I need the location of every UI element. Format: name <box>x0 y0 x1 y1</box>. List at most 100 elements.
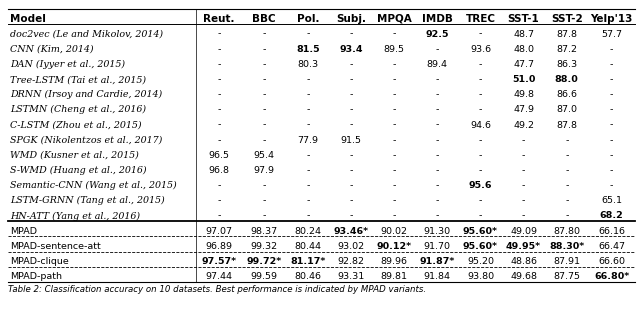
Text: 48.0: 48.0 <box>513 45 534 54</box>
Text: -: - <box>565 181 568 190</box>
Text: -: - <box>436 151 439 160</box>
Text: 99.72*: 99.72* <box>246 257 282 266</box>
Text: SST-2: SST-2 <box>551 14 582 24</box>
Text: 89.5: 89.5 <box>384 45 404 54</box>
Text: 93.6: 93.6 <box>470 45 491 54</box>
Text: -: - <box>392 181 396 190</box>
Text: 96.8: 96.8 <box>209 166 230 175</box>
Text: -: - <box>565 136 568 145</box>
Text: -: - <box>349 151 353 160</box>
Text: -: - <box>217 60 221 69</box>
Text: -: - <box>479 60 482 69</box>
Text: 97.07: 97.07 <box>205 227 232 236</box>
Text: 92.82: 92.82 <box>337 257 365 266</box>
Text: -: - <box>436 90 439 99</box>
Text: MPQA: MPQA <box>377 14 412 24</box>
Text: 96.89: 96.89 <box>205 242 232 251</box>
Text: 88.30*: 88.30* <box>549 242 584 251</box>
Text: 68.2: 68.2 <box>600 211 623 220</box>
Text: -: - <box>349 105 353 114</box>
Text: 87.0: 87.0 <box>556 105 577 114</box>
Text: MPAD-path: MPAD-path <box>10 272 62 281</box>
Text: -: - <box>349 166 353 175</box>
Text: 95.20: 95.20 <box>467 257 494 266</box>
Text: -: - <box>217 105 221 114</box>
Text: 86.6: 86.6 <box>556 90 577 99</box>
Text: HN-ATT (Yang et al., 2016): HN-ATT (Yang et al., 2016) <box>10 211 140 220</box>
Text: -: - <box>436 196 439 205</box>
Text: -: - <box>217 196 221 205</box>
Text: -: - <box>610 136 613 145</box>
Text: -: - <box>307 121 310 129</box>
Text: Subj.: Subj. <box>336 14 366 24</box>
Text: -: - <box>436 45 439 54</box>
Text: 90.02: 90.02 <box>381 227 408 236</box>
Text: 48.86: 48.86 <box>510 257 537 266</box>
Text: -: - <box>565 211 568 220</box>
Text: -: - <box>479 30 482 39</box>
Text: 80.3: 80.3 <box>298 60 319 69</box>
Text: -: - <box>610 105 613 114</box>
Text: 49.2: 49.2 <box>513 121 534 129</box>
Text: -: - <box>522 196 525 205</box>
Text: 93.80: 93.80 <box>467 272 494 281</box>
Text: C-LSTM (Zhou et al., 2015): C-LSTM (Zhou et al., 2015) <box>10 121 142 129</box>
Text: Tree-LSTM (Tai et al., 2015): Tree-LSTM (Tai et al., 2015) <box>10 75 147 84</box>
Text: -: - <box>479 151 482 160</box>
Text: -: - <box>349 75 353 84</box>
Text: -: - <box>610 121 613 129</box>
Text: 87.8: 87.8 <box>556 121 577 129</box>
Text: -: - <box>262 121 266 129</box>
Text: -: - <box>436 105 439 114</box>
Text: TREC: TREC <box>465 14 495 24</box>
Text: -: - <box>392 60 396 69</box>
Text: 95.60*: 95.60* <box>463 227 498 236</box>
Text: 87.80: 87.80 <box>553 227 580 236</box>
Text: -: - <box>262 30 266 39</box>
Text: -: - <box>479 196 482 205</box>
Text: -: - <box>436 136 439 145</box>
Text: -: - <box>307 75 310 84</box>
Text: -: - <box>436 211 439 220</box>
Text: 99.59: 99.59 <box>251 272 278 281</box>
Text: 66.80*: 66.80* <box>594 272 629 281</box>
Text: -: - <box>262 60 266 69</box>
Text: MPAD: MPAD <box>10 227 37 236</box>
Text: -: - <box>217 211 221 220</box>
Text: 88.0: 88.0 <box>555 75 579 84</box>
Text: -: - <box>479 90 482 99</box>
Text: -: - <box>217 136 221 145</box>
Text: IMDB: IMDB <box>422 14 452 24</box>
Text: 87.75: 87.75 <box>553 272 580 281</box>
Text: -: - <box>307 166 310 175</box>
Text: 87.8: 87.8 <box>556 30 577 39</box>
Text: -: - <box>392 166 396 175</box>
Text: 91.84: 91.84 <box>424 272 451 281</box>
Text: -: - <box>610 151 613 160</box>
Text: -: - <box>307 90 310 99</box>
Text: 48.7: 48.7 <box>513 30 534 39</box>
Text: -: - <box>392 75 396 84</box>
Text: Semantic-CNN (Wang et al., 2015): Semantic-CNN (Wang et al., 2015) <box>10 181 177 190</box>
Text: -: - <box>610 166 613 175</box>
Text: 94.6: 94.6 <box>470 121 491 129</box>
Text: DAN (Iyyer et al., 2015): DAN (Iyyer et al., 2015) <box>10 60 125 69</box>
Text: 98.37: 98.37 <box>251 227 278 236</box>
Text: 99.32: 99.32 <box>251 242 278 251</box>
Text: -: - <box>436 166 439 175</box>
Text: 81.5: 81.5 <box>296 45 320 54</box>
Text: -: - <box>307 105 310 114</box>
Text: -: - <box>262 45 266 54</box>
Text: 49.68: 49.68 <box>510 272 537 281</box>
Text: 47.7: 47.7 <box>513 60 534 69</box>
Text: -: - <box>349 60 353 69</box>
Text: 87.2: 87.2 <box>556 45 577 54</box>
Text: -: - <box>610 60 613 69</box>
Text: Pol.: Pol. <box>297 14 319 24</box>
Text: -: - <box>479 105 482 114</box>
Text: -: - <box>262 90 266 99</box>
Text: 77.9: 77.9 <box>298 136 319 145</box>
Text: 49.09: 49.09 <box>510 227 537 236</box>
Text: -: - <box>479 136 482 145</box>
Text: 93.46*: 93.46* <box>333 227 369 236</box>
